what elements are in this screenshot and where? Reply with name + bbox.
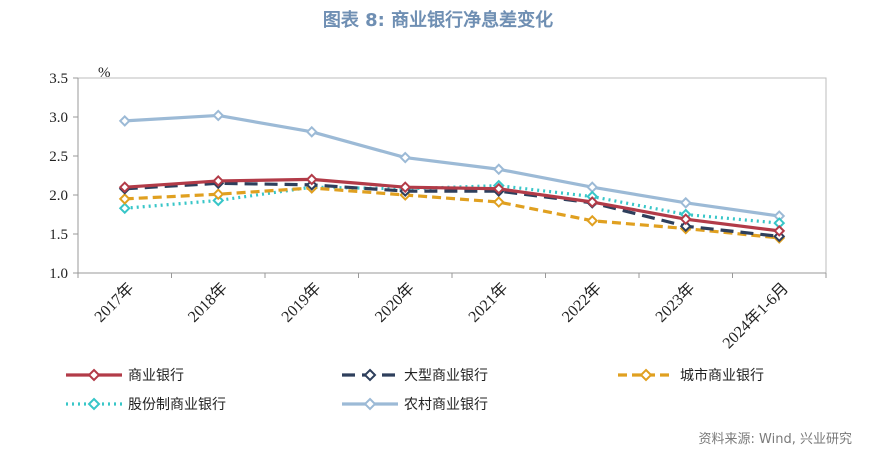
x-tick-label: 2017年 bbox=[91, 279, 138, 326]
x-axis: 2017年 2018年 2019年 2020年 2021年 2022年 2023年 2024年… bbox=[77, 272, 827, 352]
data-point bbox=[212, 175, 225, 187]
legend-label: 大型商业银行 bbox=[404, 368, 488, 384]
y-tick-label: 3.5 bbox=[49, 71, 68, 87]
series-5 bbox=[118, 109, 786, 222]
series-line bbox=[124, 181, 780, 238]
y-axis-unit: % bbox=[98, 65, 111, 81]
data-point bbox=[118, 114, 131, 127]
legend-item: 农村商业银行 bbox=[342, 397, 488, 413]
legend-marker bbox=[363, 368, 377, 382]
data-point bbox=[305, 125, 318, 138]
legend-label: 商业银行 bbox=[128, 368, 184, 384]
legend-item: 城市商业银行 bbox=[618, 367, 764, 384]
data-point bbox=[212, 188, 225, 201]
series-line bbox=[124, 184, 780, 225]
data-point bbox=[492, 163, 505, 176]
legend-marker bbox=[87, 397, 101, 411]
data-point bbox=[679, 220, 692, 233]
y-tick-label: 2.0 bbox=[49, 188, 68, 204]
series-1 bbox=[118, 173, 786, 237]
data-point bbox=[399, 151, 412, 164]
x-tick-label: 2023年 bbox=[652, 279, 699, 326]
y-tick-label: 3.0 bbox=[49, 110, 68, 126]
data-point bbox=[586, 196, 599, 208]
x-tick-label: 2019年 bbox=[278, 279, 325, 326]
y-axis: 1.0 1.5 2.0 2.5 3.0 3.5% bbox=[49, 65, 110, 282]
chart-title: 图表 8: 商业银行净息差变化 bbox=[322, 10, 554, 31]
x-tick-label: 2018年 bbox=[184, 279, 231, 326]
source-note: 资料来源: Wind, 兴业研究 bbox=[698, 432, 852, 447]
legend-item: 商业银行 bbox=[66, 368, 184, 384]
x-tick-label: 2021年 bbox=[465, 279, 512, 326]
series-3 bbox=[118, 182, 786, 244]
data-point bbox=[773, 224, 786, 237]
y-tick-label: 1.5 bbox=[49, 227, 68, 243]
legend-label: 股份制商业银行 bbox=[128, 397, 226, 413]
data-point bbox=[492, 182, 505, 195]
data-point bbox=[679, 213, 692, 226]
legend-label: 城市商业银行 bbox=[680, 367, 764, 384]
series-line bbox=[124, 113, 780, 218]
data-point bbox=[679, 196, 692, 209]
x-tick-label: 2022年 bbox=[558, 279, 605, 326]
data-point bbox=[118, 192, 131, 205]
data-point bbox=[305, 173, 318, 186]
legend-item: 股份制商业银行 bbox=[66, 397, 226, 413]
plot-border bbox=[77, 77, 827, 274]
y-tick-label: 2.5 bbox=[49, 149, 68, 165]
legend-label: 农村商业银行 bbox=[404, 397, 488, 413]
legend-item: 大型商业银行 bbox=[342, 368, 488, 384]
legend-marker bbox=[363, 397, 377, 411]
series-line bbox=[124, 186, 780, 240]
data-point bbox=[118, 202, 131, 215]
data-point bbox=[586, 214, 599, 227]
x-tick-label: 2024年1-6月 bbox=[719, 279, 792, 352]
data-point bbox=[212, 109, 225, 122]
data-point bbox=[586, 181, 599, 194]
legend-marker bbox=[87, 368, 101, 382]
data-point bbox=[118, 181, 131, 194]
data-point bbox=[492, 196, 505, 208]
data-point bbox=[399, 181, 412, 194]
y-tick-label: 1.0 bbox=[49, 266, 68, 282]
x-tick-label: 2020年 bbox=[371, 279, 418, 326]
series-line bbox=[124, 177, 780, 233]
series-layer bbox=[118, 109, 786, 244]
data-point bbox=[212, 194, 225, 207]
plot-area bbox=[77, 77, 827, 274]
legend-marker bbox=[639, 368, 653, 382]
